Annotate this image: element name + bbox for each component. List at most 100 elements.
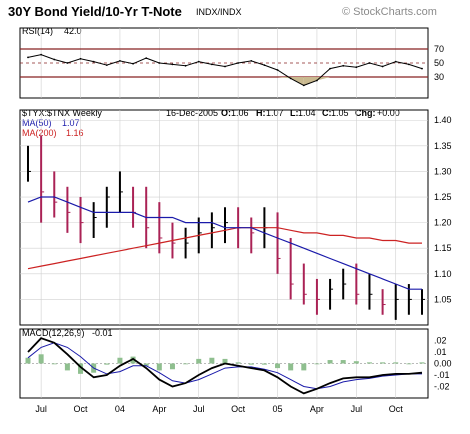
macd-histogram-bar — [78, 363, 84, 374]
rsi-point — [171, 63, 174, 66]
rsi-point — [381, 65, 384, 68]
macd-histogram-bar — [222, 358, 228, 364]
macd-line — [27, 337, 423, 395]
rsi-point — [66, 62, 69, 64]
macd-histogram-bar — [314, 363, 320, 365]
rsi-point — [355, 66, 358, 69]
rsi-point — [302, 84, 305, 87]
macd-histogram-bar — [275, 363, 281, 369]
macd-panel: .02.01 0.00-.01 -.02 — [19, 328, 452, 399]
macd-tick-label: .01 — [434, 347, 447, 357]
rsi-point — [79, 57, 82, 60]
x-tick-label: 05 — [273, 404, 283, 414]
macd-tick-label: -.02 — [434, 382, 450, 392]
macd-histogram-bar — [209, 357, 215, 364]
macd-histogram-bar — [353, 361, 359, 364]
rsi-point — [276, 69, 279, 71]
macd-histogram-bar — [64, 363, 70, 371]
macd-histogram-bar — [406, 363, 412, 365]
price-tick-label: 1.15 — [434, 243, 452, 253]
ma50-legend: MA(50) 1.07 — [22, 118, 80, 128]
rsi-point — [92, 60, 95, 63]
macd-histogram-bar — [183, 363, 189, 365]
ma50-legend-name: MA(50) — [22, 118, 52, 128]
exchange-label: INDX/INDX — [196, 7, 242, 17]
macd-histogram-bar — [196, 358, 202, 364]
rsi-point — [342, 64, 345, 67]
macd-histogram-bar — [301, 363, 307, 371]
macd-histogram-bar — [327, 360, 333, 364]
rsi-tick-label: 70 — [434, 44, 444, 54]
quote-change: +0.00 — [377, 108, 400, 118]
x-tick-label: Oct — [231, 404, 246, 414]
rsi-label: RSI(14) — [22, 26, 53, 36]
price-tick-label: 1.30 — [434, 166, 452, 176]
macd-histogram-bar — [288, 363, 294, 371]
x-tick-label: Apr — [152, 404, 166, 414]
rsi-point — [158, 62, 161, 64]
ma200-line — [27, 227, 422, 270]
rsi-line — [27, 54, 423, 86]
quote-low-key: L: — [290, 108, 299, 118]
rsi-point — [132, 62, 134, 65]
x-tick-label: Oct — [389, 404, 404, 414]
rsi-point — [368, 62, 371, 64]
rsi-point — [145, 57, 148, 59]
rsi-panel: 70 50 30 — [19, 27, 444, 99]
rsi-point — [197, 60, 200, 63]
price-tick-label: 1.05 — [434, 294, 452, 304]
rsi-point — [263, 64, 266, 66]
ma50-line — [27, 196, 422, 290]
macd-tick-label: 0.00 — [434, 359, 452, 369]
price-tick-label: 1.20 — [434, 218, 452, 228]
macd-signal-line — [27, 342, 422, 390]
rsi-point — [27, 56, 29, 59]
ma200-legend: MA(200) 1.16 — [22, 128, 84, 138]
macd-histogram-bar — [25, 357, 31, 364]
rsi-tick-label: 30 — [434, 72, 444, 82]
x-tick-label: Oct — [74, 404, 89, 414]
quote-close: 1.05 — [331, 108, 349, 118]
rsi-point — [210, 63, 213, 66]
rsi-point — [119, 60, 121, 62]
quote-date: 16-Dec-2005 — [166, 108, 218, 118]
ma50-legend-value: 1.07 — [62, 118, 80, 128]
macd-histogram-bar — [117, 357, 123, 364]
macd-histogram-bar — [169, 363, 175, 370]
price-tick-label: 1.25 — [434, 192, 452, 202]
ma200-legend-value: 1.16 — [66, 128, 84, 138]
rsi-value: 42.0 — [64, 26, 82, 36]
macd-histogram-bar — [51, 363, 57, 365]
price-panel: 1.40 1.35 1.30 1.25 1.20 1.15 1.10 1.05 — [19, 109, 452, 326]
rsi-point — [250, 60, 253, 62]
macd-histogram-bar — [419, 362, 425, 364]
price-tick-label: 1.10 — [434, 269, 452, 279]
x-axis: Jul Oct 04 Apr Jul Oct 05 Apr Jul Oct — [35, 404, 403, 414]
quote-open-key: O: — [221, 108, 231, 118]
rsi-point — [184, 64, 187, 67]
quote-low: 1.04 — [298, 108, 316, 118]
ma200-legend-name: MA(200) — [22, 128, 57, 138]
rsi-point — [421, 67, 423, 70]
rsi-point — [394, 60, 397, 63]
chart-title: 30Y Bond Yield/10-Yr T-Note — [8, 4, 182, 19]
quote-change-key: Chg: — [355, 108, 376, 118]
quote-open: 1.06 — [231, 108, 249, 118]
macd-tick-label: -.01 — [434, 370, 450, 380]
price-frame — [19, 109, 429, 326]
macd-histogram-bar — [248, 363, 254, 365]
rsi-tick-label: 50 — [434, 58, 444, 68]
macd-tick-label: .02 — [434, 336, 447, 346]
macd-histogram-bar — [130, 356, 136, 364]
macd-histogram-bar — [156, 363, 162, 371]
macd-histogram-bar — [104, 363, 110, 365]
macd-histogram-bar — [143, 363, 149, 366]
rsi-point — [224, 65, 226, 68]
macd-histogram-bar — [235, 362, 241, 364]
macd-histogram-bar — [261, 363, 267, 365]
x-tick-label: Jul — [193, 404, 205, 414]
rsi-point — [53, 58, 56, 61]
macd-histogram-bar — [340, 360, 346, 364]
x-tick-label: Jul — [35, 404, 47, 414]
